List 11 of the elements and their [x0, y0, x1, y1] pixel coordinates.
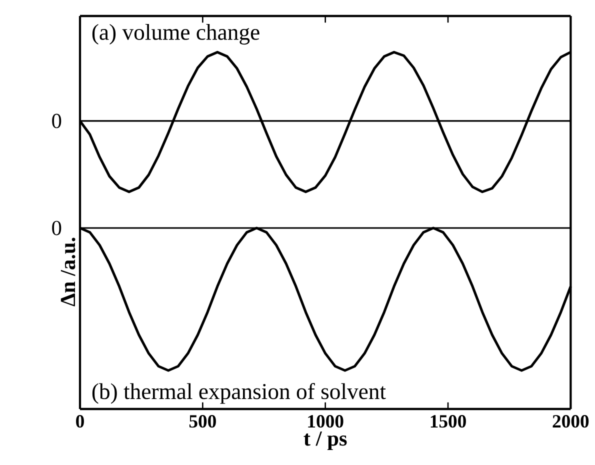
x-tick-label: 1500 — [430, 415, 466, 428]
x-tick-label: 2000 — [552, 415, 589, 428]
x-axis-title: t / ps — [304, 431, 347, 450]
y-axis-title: Δn /a.u. — [60, 238, 76, 306]
ref-line-label: 0 — [52, 114, 62, 128]
ref-line-label: 0 — [52, 220, 62, 236]
text: (a) volume change — [92, 24, 260, 45]
x-tick-label: 500 — [189, 415, 216, 428]
text: (b) thermal expansion of solvent — [92, 383, 386, 404]
x-tick-label: 1000 — [308, 415, 344, 428]
x-tick-label: 0 — [76, 415, 84, 428]
